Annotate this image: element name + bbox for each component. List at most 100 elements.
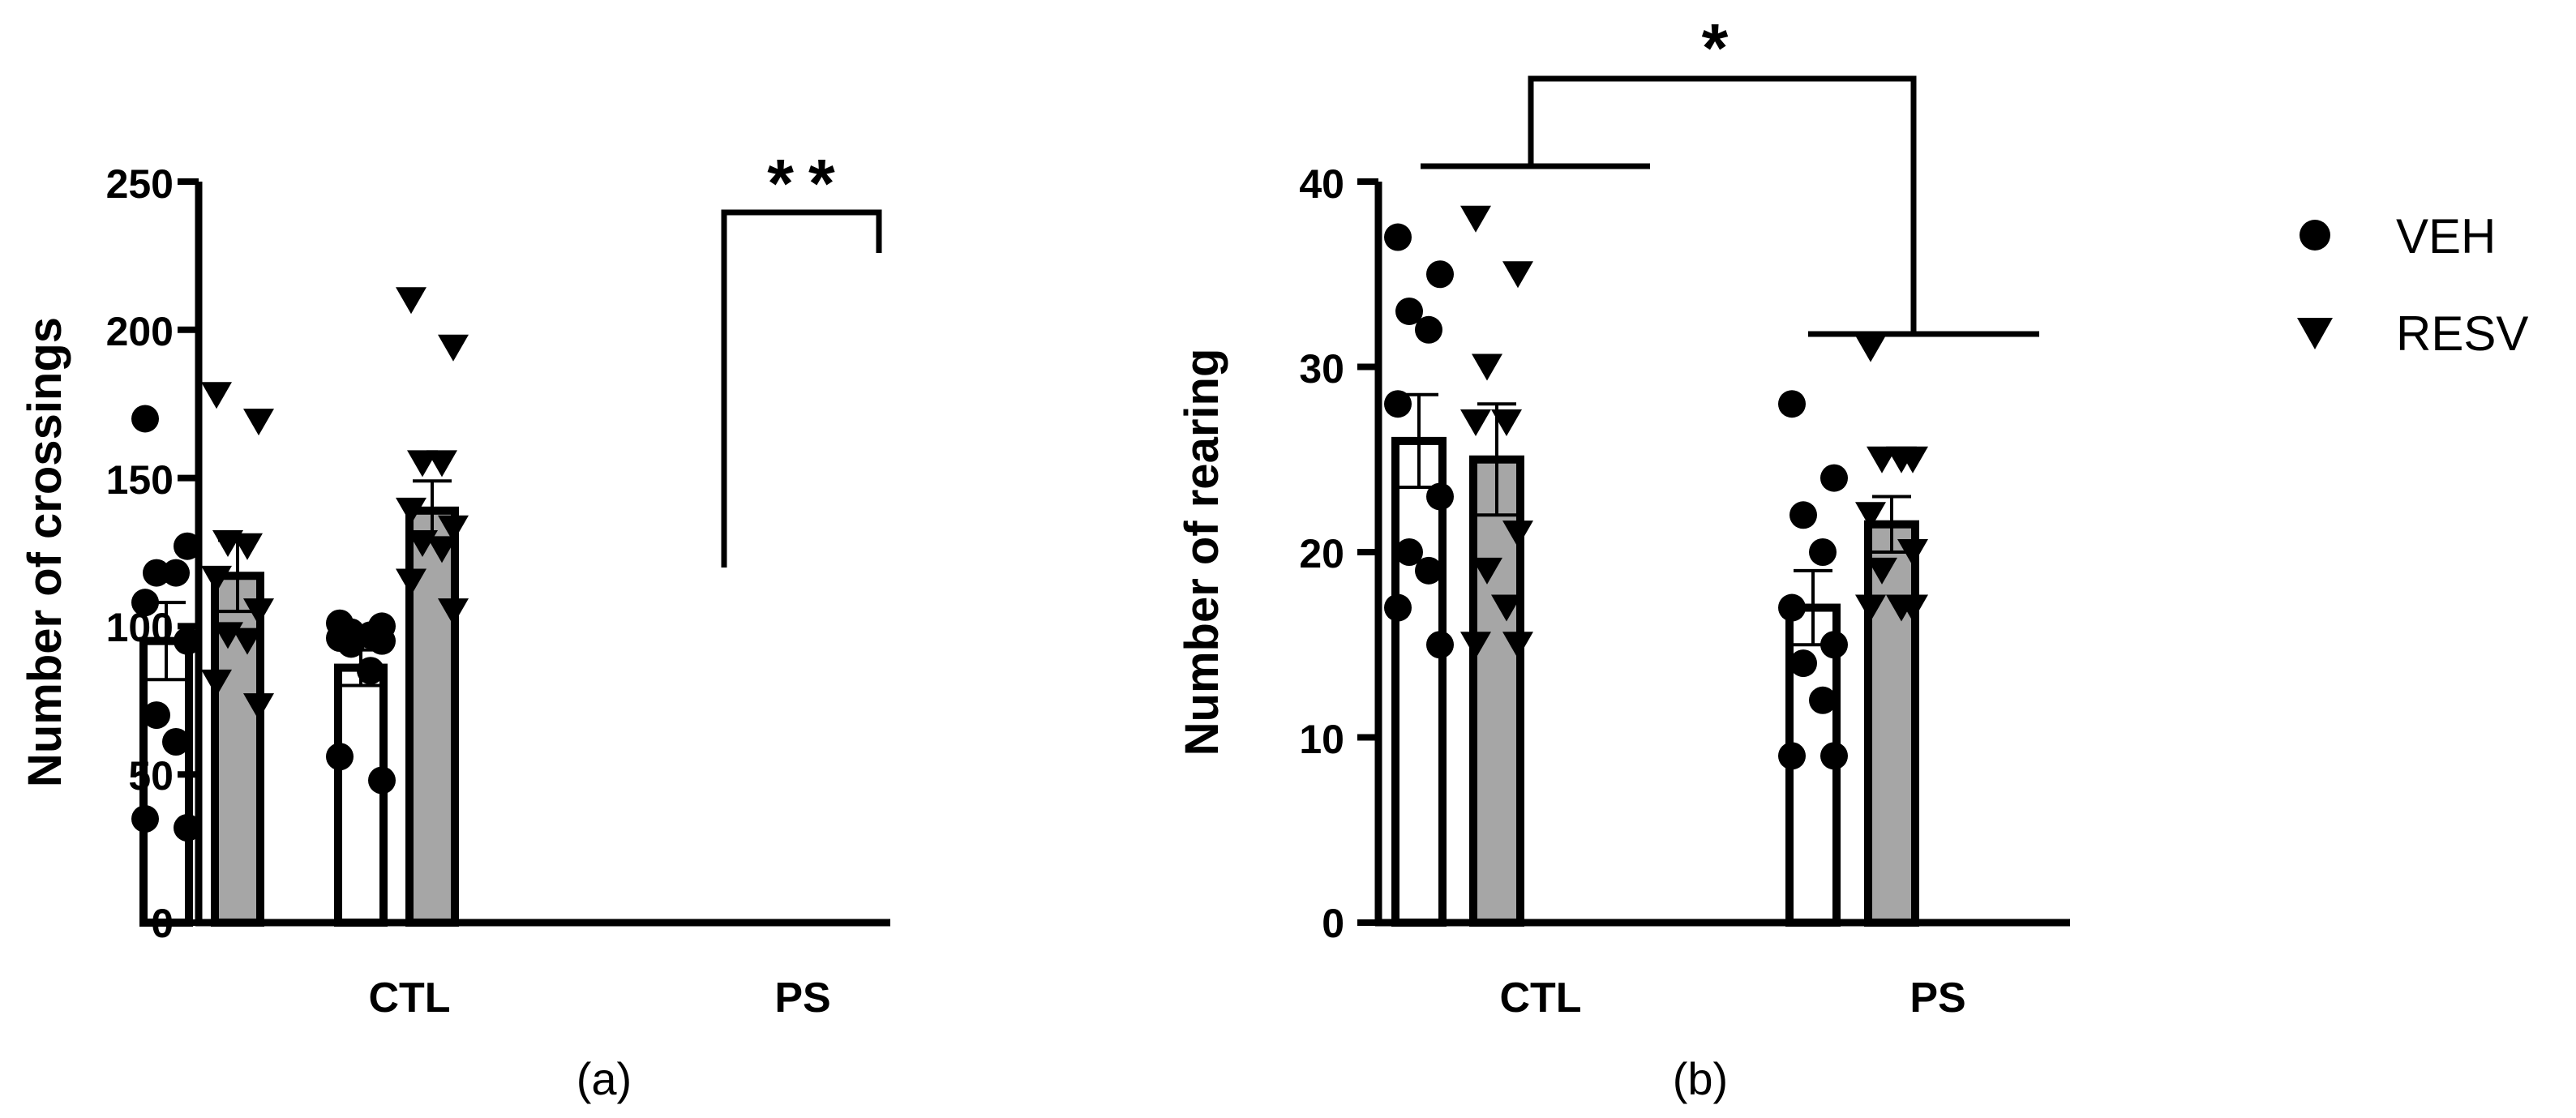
panel-b-ytick-0: 0 — [1322, 901, 1344, 946]
panel-a-ps-resv-point — [396, 497, 426, 525]
panel-a-ytick-3: 150 — [106, 457, 174, 503]
panel-a-ctl-veh-point — [143, 559, 170, 587]
panel-b-ytick-3: 30 — [1299, 346, 1344, 392]
panel-b-ps-veh-point — [1820, 631, 1848, 659]
panel-b-ps-resv-point — [1886, 446, 1917, 473]
panel-b-ps-resv-point — [1897, 539, 1928, 566]
panel-b-ctl-veh-point — [1426, 631, 1454, 659]
panel-b-ytick-1: 10 — [1299, 717, 1344, 762]
panel-b-ctl-veh-bar — [1391, 436, 1447, 927]
legend-resv-marker — [2297, 318, 2333, 349]
panel-a-ctl-veh-point — [131, 805, 159, 833]
panel-a-ctl-resv-point — [243, 693, 274, 721]
panel-a-ctl-resv-point — [243, 598, 274, 626]
panel-a-ps-resv-point — [426, 450, 457, 478]
panel-a-ctl-veh-point — [162, 559, 190, 587]
panel-b-category-ctl: CTL — [1499, 975, 1581, 1022]
panel-b-significance-bracket — [1528, 75, 1917, 334]
panel-a-ytick-5: 250 — [106, 161, 174, 207]
panel-b-ctl-resv-point — [1472, 353, 1502, 381]
panel-a-ctl-veh-point — [174, 532, 201, 560]
panel-a-ps-veh-point — [337, 630, 365, 658]
panel-b-ps-resv-bar — [1864, 520, 1919, 927]
panel-a-ps-resv-point — [407, 450, 438, 478]
panel-b-ps-resv-point — [1867, 446, 1897, 473]
panel-a-y-title: Number of crossings — [19, 317, 71, 787]
panel-a-ctl-veh-point — [131, 405, 159, 433]
panel-a: 0 50 100 150 200 250 Number of crossings… — [19, 145, 890, 1104]
panel-b-ctl-resv-point — [1502, 261, 1533, 289]
panel-b-ps-veh-point — [1789, 501, 1817, 529]
panel-b-ps-resv-point — [1855, 502, 1886, 529]
panel-b-ctl-resv-point — [1460, 632, 1491, 659]
panel-b-ctl-resv-point — [1472, 557, 1502, 585]
panel-a-category-ctl: CTL — [368, 975, 450, 1022]
panel-b-ytick-4: 40 — [1299, 161, 1344, 207]
panel-b-ps-resv-point — [1855, 594, 1886, 622]
panel-a-ps-veh-point — [368, 627, 396, 655]
panel-b-ps-veh-point — [1820, 742, 1848, 770]
panel-b-ctl-veh-point — [1384, 390, 1412, 418]
panel-a-ps-veh-point — [326, 743, 354, 771]
panel-a-ytick-1: 50 — [128, 753, 174, 799]
panel-b-ctl-resv-point — [1502, 632, 1533, 659]
panel-b-ctl-resv-point — [1502, 520, 1533, 548]
panel-a-ctl-veh-bar — [139, 636, 193, 927]
panel-a-ps-veh-point — [368, 766, 396, 795]
panel-b-ctl-veh-point — [1426, 482, 1454, 511]
panel-b-marks — [1384, 205, 1928, 927]
panel-b-ctl-resv-point — [1491, 409, 1522, 437]
panel-b-ps-resv-point — [1855, 335, 1886, 362]
panel-b-ctl-resv-point — [1460, 205, 1491, 233]
panel-b-ps-veh-point — [1778, 390, 1806, 418]
panel-a-ctl-resv-point — [243, 409, 274, 436]
panel-b-ps-veh-point — [1778, 593, 1806, 622]
legend-resv-label: RESV — [2396, 306, 2528, 361]
panel-b-category-ps: PS — [1909, 975, 1965, 1022]
panel-b-ctl-resv-point — [1460, 409, 1491, 437]
panel-b-ps-veh-point — [1809, 538, 1837, 566]
panel-a-marks — [131, 287, 469, 927]
panel-a-ytick-4: 200 — [106, 309, 174, 354]
panel-a-ps-resv-point — [438, 515, 469, 542]
panel-a-category-ps: PS — [774, 975, 830, 1022]
panel-b-ps-resv-point — [1897, 594, 1928, 622]
panel-b-significance-label: * — [1702, 10, 1743, 86]
panel-a-ps-resv-point — [396, 568, 426, 596]
panel-b-label: (b) — [1673, 1053, 1728, 1104]
legend-veh-label: VEH — [2396, 209, 2496, 263]
panel-b-ytick-2: 20 — [1299, 531, 1344, 576]
panel-a-ctl-veh-point — [174, 814, 201, 842]
panel-b-y-ticks — [1357, 178, 1378, 926]
panel-a-ctl-resv-point — [232, 628, 263, 655]
panel-b-ctl-veh-point — [1395, 538, 1423, 566]
panel-a-ps-resv-point — [438, 334, 469, 362]
panel-b-ps-veh-point — [1789, 649, 1817, 678]
panel-a-ps-veh-point — [357, 657, 384, 685]
panel-a-label: (a) — [576, 1053, 632, 1104]
panel-a-ps-veh-bar — [334, 663, 388, 927]
panel-a-ctl-veh-point — [174, 627, 201, 655]
panel-a-ctl-resv-point — [232, 533, 263, 560]
panel-a-ps-resv-point — [426, 536, 457, 563]
panel-a-significance-label: ** — [767, 145, 849, 221]
panel-a-ctl-resv-point — [201, 669, 232, 696]
panel-a-ctl-veh-point — [162, 727, 190, 756]
panel-a-ytick-2: 100 — [106, 605, 174, 650]
panel-b-ctl-resv-point — [1491, 594, 1522, 622]
panel-b-y-title: Number of rearing — [1176, 349, 1228, 756]
panel-a-ctl-resv-point — [201, 565, 232, 593]
panel-a-ctl-resv-point — [201, 382, 232, 409]
panel-b-ctl-veh-point — [1395, 297, 1423, 325]
panel-a-ytick-0: 0 — [151, 901, 174, 946]
panel-a-ctl-veh-point — [143, 701, 170, 730]
panel-b-ctl-veh-point — [1384, 223, 1412, 251]
panel-b-ps-resv-point — [1867, 557, 1897, 585]
legend: VEH RESV — [2297, 209, 2528, 361]
panel-b-ctl-veh-point — [1415, 556, 1442, 585]
panel-b-ctl-veh-point — [1426, 260, 1454, 289]
panel-b-ctl-veh-point — [1415, 315, 1442, 344]
panel-b-ps-veh-point — [1820, 464, 1848, 492]
panel-a-ps-resv-point — [438, 598, 469, 626]
